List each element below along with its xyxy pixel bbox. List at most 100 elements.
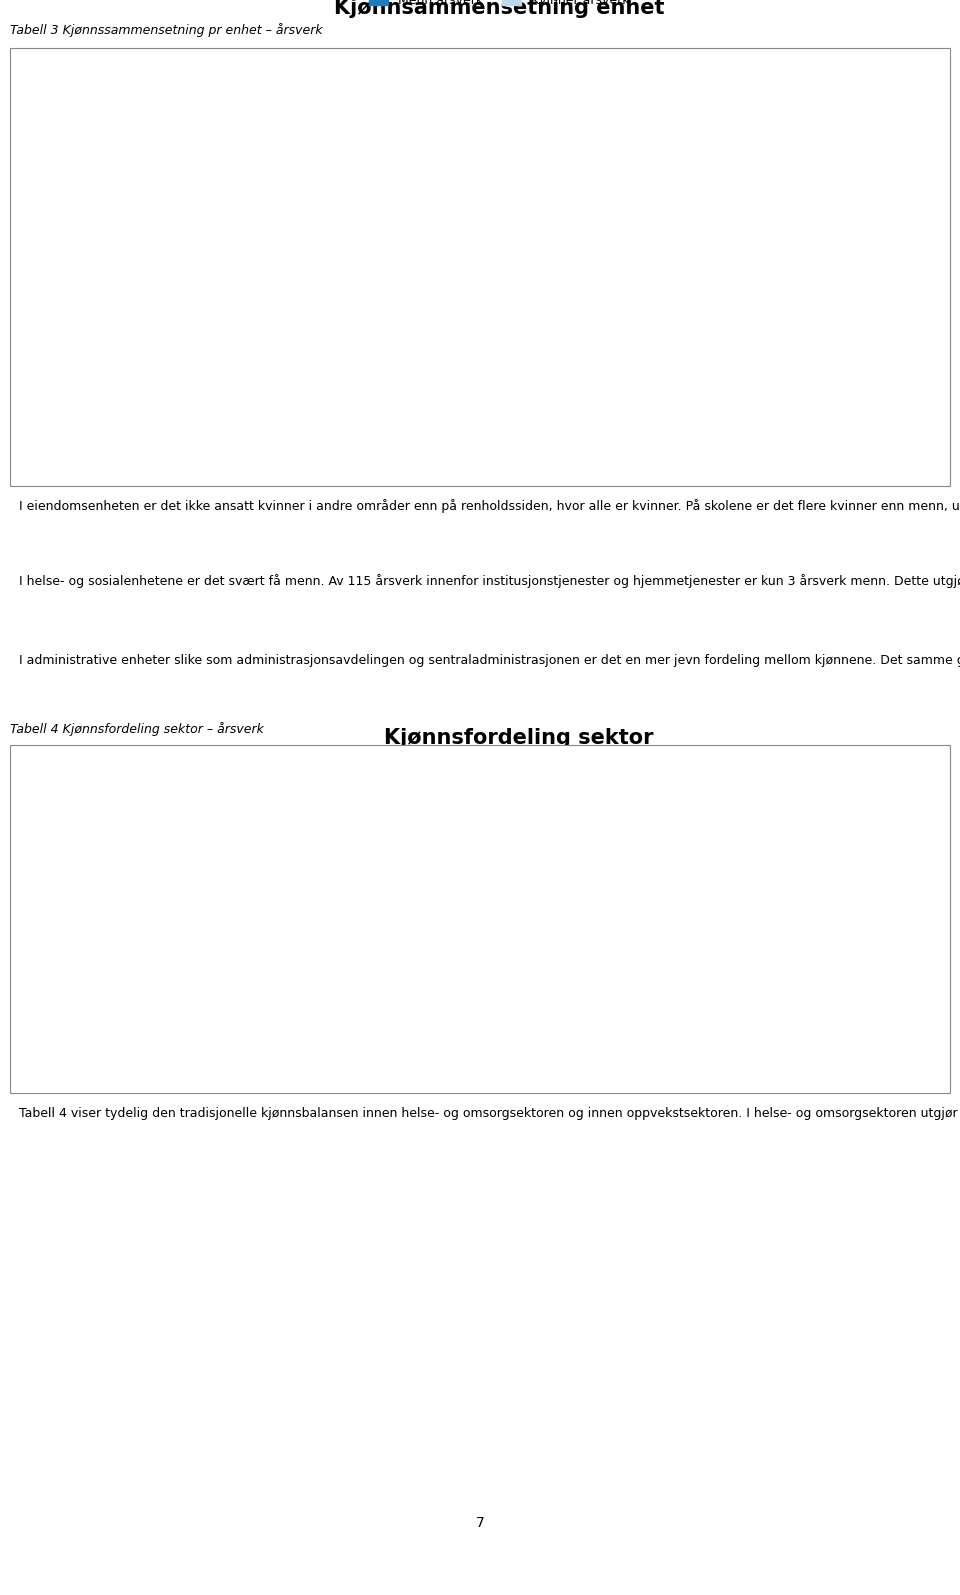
Text: 24: 24 <box>484 1056 499 1069</box>
Text: 5: 5 <box>796 392 802 402</box>
Bar <box>358 233 374 423</box>
Text: 50: 50 <box>527 231 539 241</box>
Legend: Menn årsverk, Kvinner årsverk: Menn årsverk, Kvinner årsverk <box>364 0 635 13</box>
Bar <box>276 254 291 423</box>
FancyBboxPatch shape <box>400 984 584 1037</box>
Text: 47: 47 <box>277 242 289 250</box>
Bar <box>666 394 682 423</box>
Text: 31: 31 <box>486 300 497 308</box>
Text: Tabell 4 Kjønnsfordeling sektor – årsverk: Tabell 4 Kjønnsfordeling sektor – årsver… <box>10 723 263 735</box>
Bar <box>233 362 250 423</box>
Bar <box>540 400 557 423</box>
Bar <box>565 888 682 917</box>
Text: 8: 8 <box>671 383 677 391</box>
Bar <box>832 419 849 423</box>
Bar <box>583 394 598 423</box>
FancyBboxPatch shape <box>767 1037 950 1089</box>
Bar <box>817 415 832 423</box>
Bar <box>354 901 470 917</box>
Text: 0: 0 <box>212 412 218 419</box>
Bar <box>650 129 666 423</box>
Text: 6: 6 <box>546 389 552 399</box>
Bar <box>192 405 207 423</box>
FancyBboxPatch shape <box>10 1037 217 1089</box>
Text: 27: 27 <box>444 314 455 322</box>
FancyBboxPatch shape <box>217 984 400 1037</box>
Text: Administrasjon: Administrasjon <box>814 931 902 944</box>
Text: 2: 2 <box>822 404 828 413</box>
Text: Menn årsverk: Menn årsverk <box>29 1056 109 1069</box>
Text: 199: 199 <box>480 1003 504 1016</box>
Text: 5: 5 <box>197 392 203 402</box>
Text: 6: 6 <box>921 389 926 399</box>
Bar <box>416 408 432 423</box>
FancyBboxPatch shape <box>217 920 400 984</box>
Text: 4: 4 <box>780 397 785 405</box>
Text: 6: 6 <box>712 389 718 399</box>
Bar <box>778 775 894 855</box>
Text: 11: 11 <box>84 372 96 380</box>
Text: 6: 6 <box>905 389 911 399</box>
Title: Kjønnsfordeling sektor: Kjønnsfordeling sektor <box>384 727 653 748</box>
Text: Kvinner årsverk: Kvinner årsverk <box>29 1003 122 1016</box>
Text: 7: 7 <box>738 386 744 394</box>
Bar <box>566 376 583 423</box>
Bar <box>525 242 540 423</box>
Text: 22: 22 <box>851 1003 867 1016</box>
FancyBboxPatch shape <box>400 920 584 984</box>
Bar <box>791 405 806 423</box>
Text: 16: 16 <box>860 354 872 362</box>
Title: Kjønnsammensetning enhet: Kjønnsammensetning enhet <box>334 0 664 18</box>
Bar <box>565 775 682 888</box>
Text: 13: 13 <box>127 364 138 373</box>
Bar <box>83 383 99 423</box>
Bar <box>875 383 890 423</box>
Text: 4: 4 <box>254 397 260 405</box>
Text: 82: 82 <box>652 116 663 126</box>
FancyBboxPatch shape <box>10 984 217 1037</box>
Text: Oppvekst: Oppvekst <box>647 931 704 944</box>
Text: Teknisk sektor: Teknisk sektor <box>266 931 350 944</box>
Bar <box>354 775 470 901</box>
Text: I helse- og sosialenhetene er det svært få menn. Av 115 årsverk innenfor institu: I helse- og sosialenhetene er det svært … <box>19 574 960 589</box>
Bar <box>484 311 499 423</box>
Text: 2: 2 <box>463 404 468 413</box>
FancyBboxPatch shape <box>584 1037 767 1089</box>
FancyBboxPatch shape <box>584 984 767 1037</box>
Bar <box>400 386 416 423</box>
FancyBboxPatch shape <box>217 1037 400 1089</box>
Bar <box>143 825 259 917</box>
Text: 237: 237 <box>663 1003 687 1016</box>
Text: 7: 7 <box>475 1517 485 1530</box>
Bar <box>458 415 473 423</box>
Bar <box>108 354 124 423</box>
Bar <box>778 855 894 917</box>
Text: 1: 1 <box>296 407 301 416</box>
Text: Tabell 3 Kjønnssammensetning pr enhet – årsverk: Tabell 3 Kjønnssammensetning pr enhet – … <box>10 24 323 37</box>
Bar <box>166 357 181 423</box>
Bar <box>691 415 708 423</box>
FancyBboxPatch shape <box>400 1037 584 1089</box>
Text: 2: 2 <box>338 404 344 413</box>
Bar <box>733 397 749 423</box>
Text: 11: 11 <box>876 372 888 380</box>
Bar <box>332 415 348 423</box>
Bar <box>609 348 624 423</box>
Text: Helse- og
omsorgssektoren: Helse- og omsorgssektoren <box>441 924 542 952</box>
Text: 3: 3 <box>755 400 760 408</box>
Text: 13: 13 <box>569 364 581 373</box>
Text: 21: 21 <box>611 335 622 345</box>
Text: 10: 10 <box>402 375 414 384</box>
Text: 2: 2 <box>697 404 703 413</box>
Text: 4: 4 <box>72 397 78 405</box>
Text: 23: 23 <box>300 1003 316 1016</box>
Text: 9: 9 <box>504 378 510 388</box>
Text: 19: 19 <box>110 343 122 351</box>
Text: 59: 59 <box>667 1056 684 1069</box>
Text: I eiendomsenheten er det ikke ansatt kvinner i andre områder enn på renholdsside: I eiendomsenheten er det ikke ansatt kvi… <box>19 499 960 512</box>
Text: I administrative enheter slike som administrasjonsavdelingen og sentraladministr: I administrative enheter slike som admin… <box>19 654 960 667</box>
Text: Tabell 4 viser tydelig den tradisjonelle kjønnsbalansen innen helse- og omsorgse: Tabell 4 viser tydelig den tradisjonelle… <box>19 1105 960 1120</box>
Bar <box>374 386 390 423</box>
FancyBboxPatch shape <box>584 920 767 984</box>
Text: 53: 53 <box>361 220 372 230</box>
